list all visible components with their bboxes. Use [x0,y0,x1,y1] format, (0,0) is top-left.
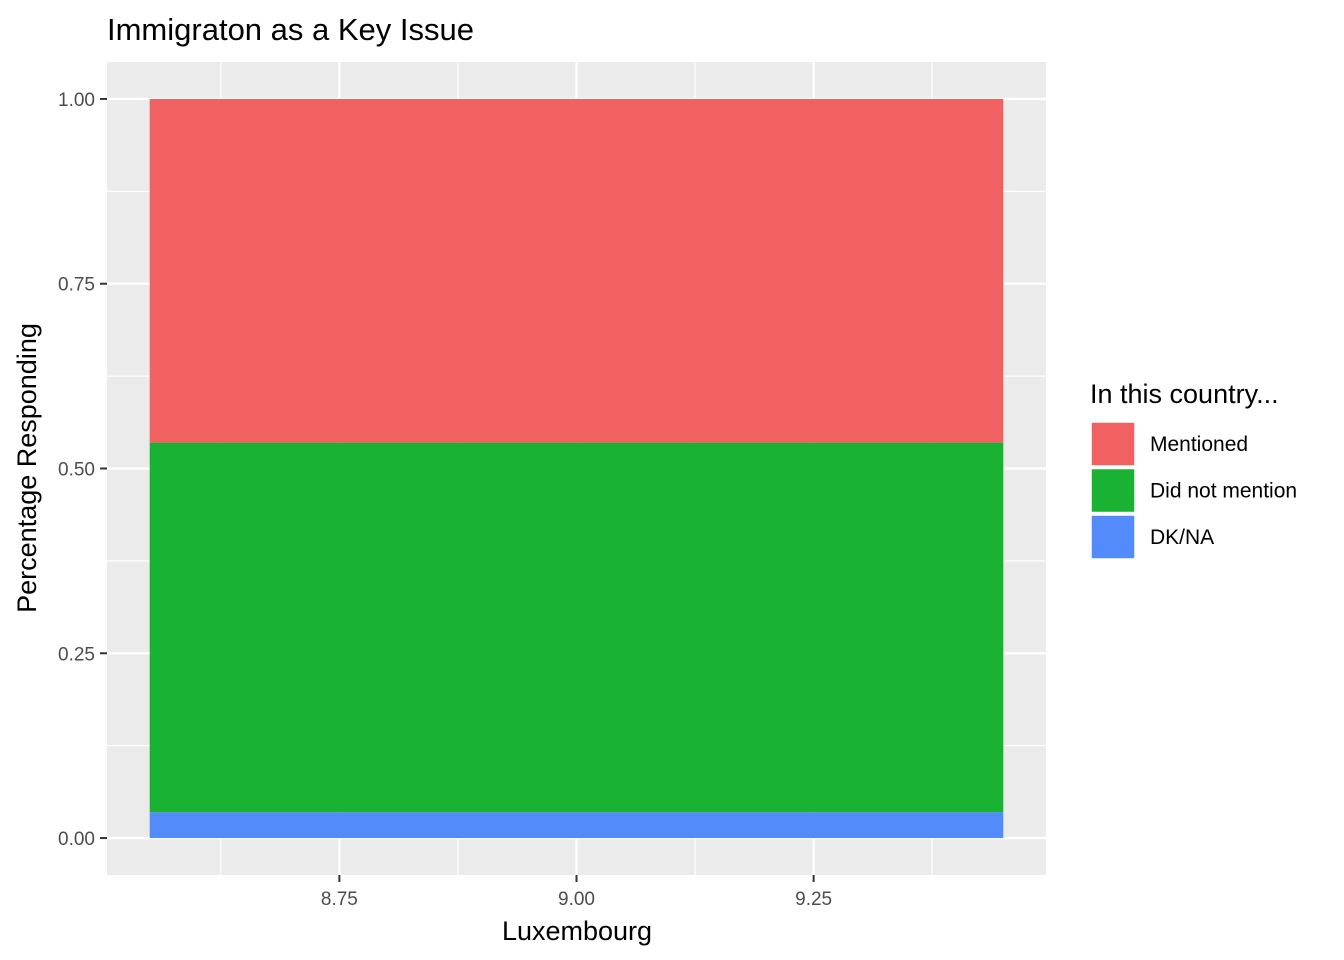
legend-label: Did not mention [1150,480,1297,503]
y-tick-label: 0.75 [58,275,95,296]
x-tick-label: 9.25 [795,889,832,910]
bar-segment-did-not-mention [149,442,1004,813]
x-tick-label: 8.75 [321,889,358,910]
y-axis: 0.00 0.25 0.50 0.75 1.00 [58,90,107,850]
legend-key-swatch [1090,514,1136,560]
legend: In this country... Mentioned Did not ment… [1090,379,1297,560]
x-axis: 8.75 9.00 9.25 [321,875,832,910]
y-axis-label: Percentage Responding [12,323,42,613]
legend-title: In this country... [1090,379,1279,409]
y-tick-label: 1.00 [58,90,95,111]
y-tick-label: 0.00 [58,829,95,850]
legend-key-swatch [1090,467,1136,514]
legend-label: Mentioned [1150,433,1248,456]
legend-key-swatch [1090,421,1136,467]
y-tick-label: 0.25 [58,644,95,665]
x-tick-label: 9.00 [558,889,595,910]
x-axis-label: Luxembourg [502,916,652,946]
chart-title: Immigraton as a Key Issue [107,12,474,47]
y-tick-label: 0.50 [58,460,95,481]
bar-segment-mentioned [149,98,1004,443]
bar-segments [149,98,1004,839]
bar-segment-dk-na [149,812,1004,839]
legend-label: DK/NA [1150,526,1214,549]
